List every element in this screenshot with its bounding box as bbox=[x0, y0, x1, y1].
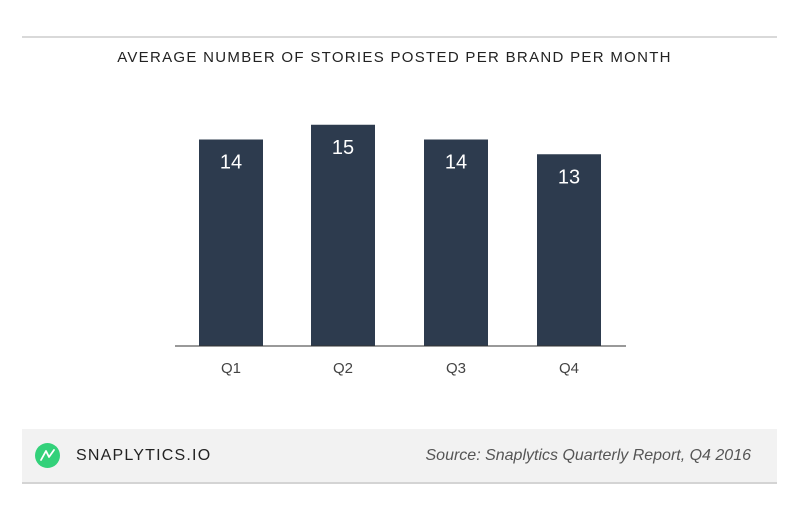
x-tick-label-q2: Q2 bbox=[333, 360, 353, 377]
data-label-q2: 15 bbox=[332, 137, 354, 159]
bar-chart: 14 Q1 15 Q2 14 Q3 13 Q4 bbox=[175, 124, 626, 377]
x-tick-label-q3: Q3 bbox=[446, 360, 466, 377]
source-note: Source: Snaplytics Quarterly Report, Q4 … bbox=[425, 447, 752, 464]
data-label-q1: 14 bbox=[220, 152, 242, 174]
snaplytics-logo-icon bbox=[35, 443, 60, 468]
x-tick-label-q1: Q1 bbox=[221, 360, 241, 377]
bar-q4 bbox=[537, 154, 601, 346]
x-tick-label-q4: Q4 bbox=[559, 360, 579, 377]
bar-q3 bbox=[424, 139, 488, 346]
brand-name: SNAPLYTICS.IO bbox=[76, 447, 212, 464]
footer-bar: SNAPLYTICS.IO Source: Snaplytics Quarter… bbox=[22, 429, 777, 484]
data-label-q3: 14 bbox=[445, 152, 467, 174]
data-label-q4: 13 bbox=[558, 166, 580, 188]
bar-q1 bbox=[199, 139, 263, 346]
bar-q2 bbox=[311, 124, 375, 346]
chart-title: AVERAGE NUMBER OF STORIES POSTED PER BRA… bbox=[117, 49, 672, 66]
top-divider bbox=[22, 36, 777, 38]
